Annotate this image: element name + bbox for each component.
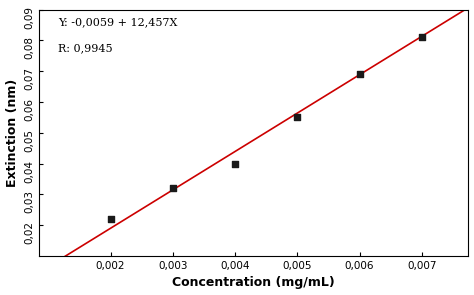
Y-axis label: Extinction (nm): Extinction (nm) bbox=[6, 79, 18, 187]
X-axis label: Concentration (mg/mL): Concentration (mg/mL) bbox=[173, 276, 335, 289]
Point bbox=[418, 35, 426, 40]
Point bbox=[356, 72, 363, 77]
Text: R: 0,9945: R: 0,9945 bbox=[58, 43, 112, 53]
Point bbox=[107, 217, 114, 222]
Point bbox=[231, 161, 239, 166]
Text: Y: -0,0059 + 12,457X: Y: -0,0059 + 12,457X bbox=[58, 17, 177, 27]
Point bbox=[293, 115, 301, 120]
Point bbox=[169, 186, 177, 191]
